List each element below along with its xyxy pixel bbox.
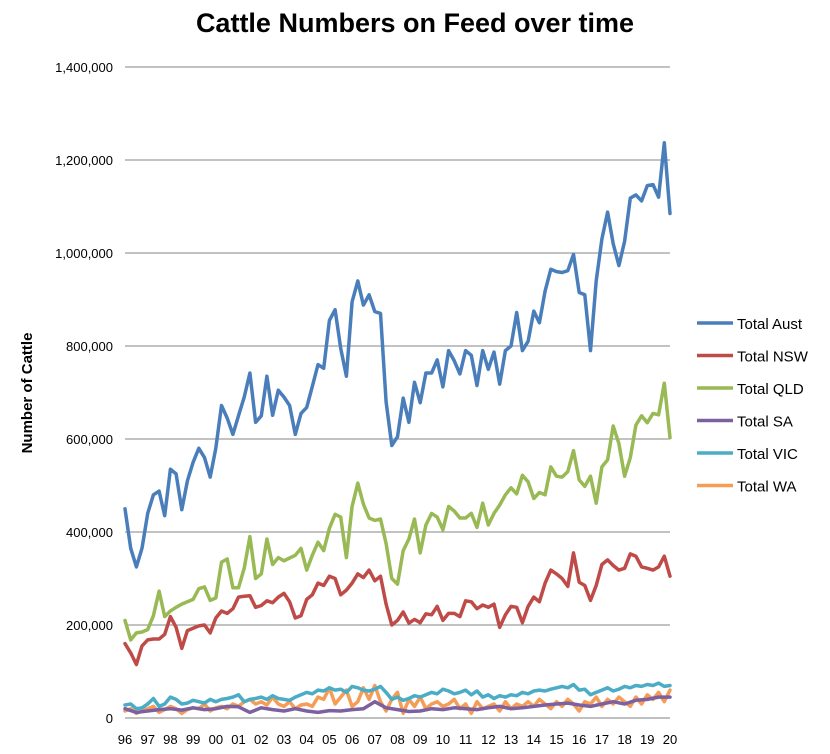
x-tick-label: 19 — [640, 732, 654, 747]
series-line-total-vic — [123, 681, 672, 711]
x-tick-label: 11 — [459, 732, 473, 747]
y-tick-label: 200,000 — [66, 618, 113, 633]
x-tick-label: 05 — [322, 732, 336, 747]
x-tick-label: 06 — [345, 732, 359, 747]
y-tick-label: 1,400,000 — [55, 60, 113, 75]
x-tick-label: 20 — [663, 732, 677, 747]
legend-item-total-sa: Total SA — [697, 414, 793, 431]
legend-label: Total QLD — [737, 381, 804, 398]
x-tick-label: 12 — [481, 732, 495, 747]
chart-title: Cattle Numbers on Feed over time — [195, 8, 635, 38]
series-line-total-sa — [123, 695, 672, 715]
legend-item-total-aust: Total Aust — [697, 316, 803, 333]
x-tick-label: 15 — [549, 732, 563, 747]
legend-item-total-vic: Total VIC — [697, 446, 798, 463]
x-tick-label: 97 — [140, 732, 154, 747]
x-tick-label: 07 — [368, 732, 382, 747]
series-lines — [123, 141, 672, 716]
x-tick-label: 08 — [390, 732, 404, 747]
legend-item-total-nsw: Total NSW — [697, 349, 809, 366]
x-tick-label: 98 — [163, 732, 177, 747]
legend-label: Total VIC — [737, 446, 798, 463]
series-line-total-aust — [123, 141, 672, 569]
legend-label: Total Aust — [737, 316, 803, 333]
legend: Total Aust Total NSW Total QLD Total SA Tota… — [697, 316, 809, 496]
y-tick-label: 800,000 — [66, 339, 113, 354]
x-tick-label: 16 — [572, 732, 586, 747]
x-tick-label: 00 — [209, 732, 223, 747]
legend-label: Total SA — [737, 414, 793, 431]
series-line-total-qld — [123, 381, 672, 642]
x-tick-label: 02 — [254, 732, 268, 747]
legend-label: Total NSW — [737, 349, 809, 366]
x-tick-label: 17 — [595, 732, 609, 747]
y-tick-label: 1,200,000 — [55, 153, 113, 168]
x-tick-label: 99 — [186, 732, 200, 747]
x-tick-label: 01 — [231, 732, 245, 747]
y-axis-ticks: 0 200,000 400,000 600,000 800,000 1,000,000 1,… — [55, 60, 113, 726]
legend-item-total-qld: Total QLD — [697, 381, 804, 398]
y-tick-label: 400,000 — [66, 525, 113, 540]
y-tick-label: 0 — [106, 711, 113, 726]
x-tick-label: 18 — [617, 732, 631, 747]
x-tick-label: 14 — [527, 732, 541, 747]
legend-item-total-wa: Total WA — [697, 479, 796, 496]
x-axis-ticks: 96 97 98 99 00 01 02 03 04 05 06 07 08 09 10 11 12 13 14 15… — [118, 732, 677, 747]
x-tick-label: 96 — [118, 732, 132, 747]
x-tick-label: 04 — [299, 732, 313, 747]
y-tick-label: 1,000,000 — [55, 246, 113, 261]
y-tick-label: 600,000 — [66, 432, 113, 447]
series-line-total-nsw — [123, 551, 672, 667]
x-tick-label: 10 — [436, 732, 450, 747]
legend-label: Total WA — [737, 479, 796, 496]
x-tick-label: 09 — [413, 732, 427, 747]
x-tick-label: 13 — [504, 732, 518, 747]
y-axis-title: Number of Cattle — [19, 333, 36, 454]
x-tick-label: 03 — [277, 732, 291, 747]
